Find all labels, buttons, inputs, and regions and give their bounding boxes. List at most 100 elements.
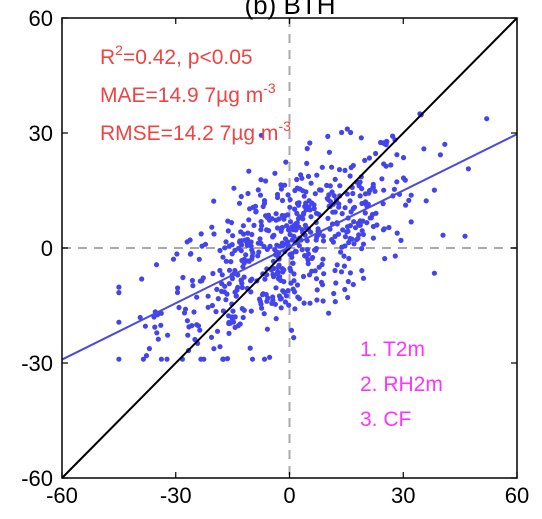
data-point [394,179,400,185]
data-point [381,226,387,232]
data-point [256,249,262,255]
data-point [357,222,363,228]
data-point [257,236,263,242]
stats-annotation: R2=0.42, p<0.05 MAE=14.9 7µg m-3 RMSE=14… [100,42,291,145]
data-point [305,261,311,267]
data-point [158,356,164,362]
data-point [326,192,332,198]
data-point [332,176,338,182]
data-point [264,246,270,252]
data-point [226,330,232,336]
data-point [287,197,293,203]
data-point [255,187,261,193]
data-point [155,336,161,342]
data-point [205,304,211,310]
data-point [264,227,270,233]
data-point [281,267,287,273]
data-point [293,227,299,233]
data-point [319,164,325,170]
data-point [234,287,240,293]
data-point [170,256,177,262]
data-point [246,258,252,264]
data-point [304,160,310,166]
data-point [116,356,122,362]
data-point [238,193,244,200]
data-point [400,155,407,161]
r2-stat: R2=0.42, p<0.05 [100,42,253,69]
data-point [299,247,305,253]
data-point [383,142,389,148]
data-point [258,227,264,233]
data-point [211,198,217,204]
data-point [263,178,269,184]
data-point [339,211,345,217]
data-point [190,283,196,289]
data-point [210,270,216,277]
data-point [154,330,160,336]
data-point [284,212,291,218]
data-point [398,237,404,243]
data-point [306,198,312,204]
data-point [349,236,355,242]
data-point [382,256,388,262]
data-point [137,314,143,321]
data-point [431,187,437,193]
data-point [431,270,437,276]
data-point [408,192,414,198]
data-point [358,135,364,141]
data-point [294,210,300,216]
mae-stat: MAE=14.9 7µg m-3 [100,80,276,107]
data-point [329,164,335,170]
data-point [209,224,215,230]
data-point [293,221,299,227]
data-point [390,133,396,139]
data-point [244,242,250,248]
data-point [267,354,273,360]
data-point [189,277,195,284]
data-point [261,311,267,317]
data-point [239,242,245,248]
predictor-item: 3. CF [360,408,411,431]
y-tick-label: 30 [29,121,53,146]
data-point [325,215,331,221]
data-point [262,276,268,282]
data-point [291,233,297,239]
data-point [391,186,397,192]
data-point [217,247,223,254]
data-point [140,356,146,362]
data-point [146,346,152,352]
data-point [294,200,300,206]
data-point [381,161,387,167]
data-point [327,183,333,189]
data-point [321,271,327,277]
y-tick-label: 0 [41,236,53,261]
data-point [184,239,190,245]
data-point [273,285,279,291]
data-point [359,246,365,252]
data-point [313,237,319,243]
data-point [232,324,238,330]
data-point [174,289,181,296]
data-point [277,296,283,302]
data-point [264,326,270,332]
data-point [249,231,255,238]
data-point [284,241,290,247]
data-point [364,220,370,226]
y-axis-ticks: 60 30 0 -30 -60 [21,6,517,491]
data-point [143,353,150,359]
data-point [225,218,231,224]
data-point [275,276,282,282]
data-point [240,223,246,229]
data-point [342,234,348,240]
data-point [319,261,325,268]
data-point [465,166,471,172]
data-points [116,111,490,362]
data-point [258,301,264,307]
x-tick-label: 0 [283,483,295,508]
data-point [314,297,320,303]
data-point [211,231,217,237]
data-point [442,141,448,147]
data-point [347,198,353,204]
data-point [313,276,320,282]
